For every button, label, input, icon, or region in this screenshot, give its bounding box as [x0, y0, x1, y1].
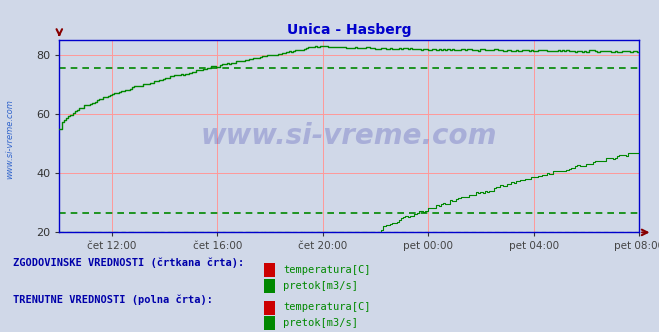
- Text: TRENUTNE VREDNOSTI (polna črta):: TRENUTNE VREDNOSTI (polna črta):: [13, 295, 213, 305]
- Text: www.si-vreme.com: www.si-vreme.com: [5, 100, 14, 179]
- Text: temperatura[C]: temperatura[C]: [283, 265, 371, 275]
- Text: pretok[m3/s]: pretok[m3/s]: [283, 281, 358, 290]
- Text: temperatura[C]: temperatura[C]: [283, 302, 371, 312]
- Text: pretok[m3/s]: pretok[m3/s]: [283, 318, 358, 328]
- Text: ZGODOVINSKE VREDNOSTI (črtkana črta):: ZGODOVINSKE VREDNOSTI (črtkana črta):: [13, 257, 244, 268]
- Text: www.si-vreme.com: www.si-vreme.com: [201, 122, 498, 150]
- Title: Unica - Hasberg: Unica - Hasberg: [287, 23, 411, 37]
